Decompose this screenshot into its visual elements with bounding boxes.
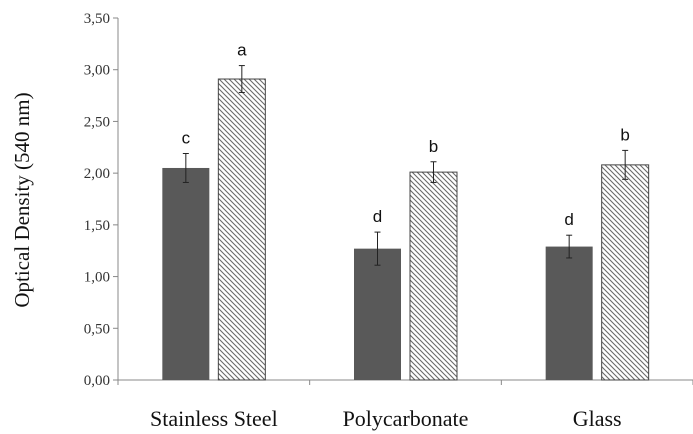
y-tick-label: 1,00: [84, 270, 110, 286]
y-axis-title: Optical Density (540 nm): [10, 92, 34, 307]
x-category-label: Stainless Steel: [150, 406, 278, 431]
significance-labels-group: c d d a b b: [182, 41, 630, 230]
y-tick-label: 3,00: [84, 63, 110, 79]
bar: [217, 78, 266, 381]
x-category-label: Glass: [573, 406, 622, 431]
bars-group: [162, 78, 650, 381]
significance-label: d: [373, 207, 382, 226]
y-axis: 0,00 0,50 1,00 1,50 2,00 2,50 3,00 3,50: [84, 11, 119, 389]
x-axis: Stainless Steel Polycarbonate Glass: [117, 379, 693, 431]
significance-label: a: [237, 41, 247, 60]
y-tick-label: 1,50: [84, 218, 110, 234]
significance-label: d: [564, 210, 573, 229]
y-tick-label: 2,00: [84, 166, 110, 182]
bar: [601, 164, 650, 381]
bar: [354, 248, 401, 380]
bar: [162, 167, 210, 380]
y-tick-label: 2,50: [84, 114, 110, 130]
error-bars-group: [182, 65, 629, 266]
bar: [409, 171, 458, 381]
y-tick-label: 3,50: [84, 11, 110, 27]
y-tick-label: 0,50: [84, 321, 110, 337]
x-category-label: Polycarbonate: [343, 406, 469, 431]
bar: [545, 246, 593, 380]
significance-label: b: [620, 125, 629, 144]
significance-label: c: [182, 128, 191, 147]
significance-label: b: [429, 137, 438, 156]
y-tick-label: 0,00: [84, 373, 110, 389]
